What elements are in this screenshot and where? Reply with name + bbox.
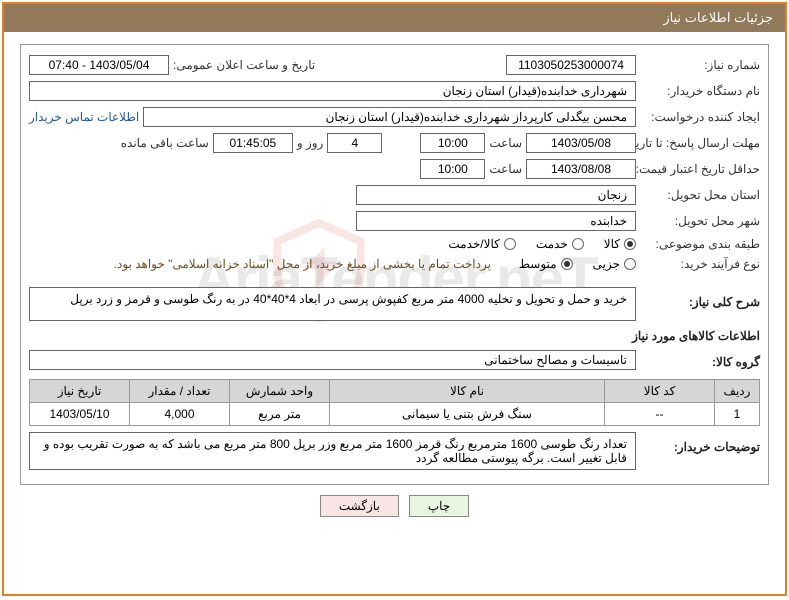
- page-title: جزئیات اطلاعات نیاز: [663, 10, 773, 25]
- deadline-time-field: 10:00: [420, 133, 485, 153]
- notes-field: تعداد رنگ طوسی 1600 مترمربع رنگ قرمز 160…: [29, 432, 636, 470]
- process-radio-group: جزیی متوسط: [519, 257, 636, 271]
- buyer-label: نام دستگاه خریدار:: [640, 84, 760, 98]
- radio-partial-label: جزیی: [593, 257, 620, 271]
- province-label: استان محل تحویل:: [640, 188, 760, 202]
- items-section-title: اطلاعات کالاهای مورد نیاز: [29, 329, 760, 343]
- desc-field: خرید و حمل و تحویل و تخلیه 4000 متر مربع…: [29, 287, 636, 321]
- cell-row: 1: [715, 403, 760, 426]
- col-date: تاریخ نیاز: [30, 380, 130, 403]
- radio-icon: [504, 238, 516, 250]
- buyer-field: شهرداری خدابنده(قیدار) استان زنجان: [29, 81, 636, 101]
- back-button[interactable]: بازگشت: [320, 495, 399, 517]
- cell-code: --: [605, 403, 715, 426]
- radio-goods[interactable]: کالا: [604, 237, 636, 251]
- col-code: کد کالا: [605, 380, 715, 403]
- radio-icon: [624, 258, 636, 270]
- desc-label: شرح کلی نیاز:: [640, 295, 760, 309]
- days-suffix: روز و: [297, 136, 324, 150]
- hours-suffix: ساعت باقی مانده: [121, 136, 209, 150]
- need-number-label: شماره نیاز:: [640, 58, 760, 72]
- category-radio-group: کالا خدمت کالا/خدمت: [448, 237, 636, 251]
- process-note: پرداخت تمام یا بخشی از مبلغ خرید، از محل…: [114, 257, 491, 271]
- radio-partial[interactable]: جزیی: [593, 257, 636, 271]
- creator-field: محسن بیگدلی کارپرداز شهرداری خدابنده(قید…: [143, 107, 636, 127]
- cell-name: سنگ فرش بتنی یا سیمانی: [330, 403, 605, 426]
- time-label-1: ساعت: [489, 136, 522, 150]
- days-remaining-field: 4: [327, 133, 382, 153]
- city-label: شهر محل تحویل:: [640, 214, 760, 228]
- radio-icon: [561, 258, 573, 270]
- print-button[interactable]: چاپ: [409, 495, 469, 517]
- radio-service[interactable]: خدمت: [536, 237, 584, 251]
- creator-label: ایجاد کننده درخواست:: [640, 110, 760, 124]
- deadline-label: مهلت ارسال پاسخ: تا تاریخ:: [640, 136, 760, 150]
- buyer-contact-link[interactable]: اطلاعات تماس خریدار: [29, 110, 139, 124]
- time-label-2: ساعت: [489, 162, 522, 176]
- items-table: ردیف کد کالا نام کالا واحد شمارش تعداد /…: [29, 379, 760, 426]
- category-label: طبقه بندی موضوعی:: [640, 237, 760, 251]
- validity-time-field: 10:00: [420, 159, 485, 179]
- cell-unit: متر مربع: [230, 403, 330, 426]
- announce-label: تاریخ و ساعت اعلان عمومی:: [173, 58, 315, 72]
- radio-icon: [624, 238, 636, 250]
- announce-field: 1403/05/04 - 07:40: [29, 55, 169, 75]
- radio-goods-label: کالا: [604, 237, 620, 251]
- cell-date: 1403/05/10: [30, 403, 130, 426]
- group-field: تاسیسات و مصالح ساختمانی: [29, 350, 636, 370]
- col-row: ردیف: [715, 380, 760, 403]
- radio-medium[interactable]: متوسط: [519, 257, 573, 271]
- province-field: زنجان: [356, 185, 636, 205]
- hours-remaining-field: 01:45:05: [213, 133, 293, 153]
- city-field: خدابنده: [356, 211, 636, 231]
- process-label: نوع فرآیند خرید:: [640, 257, 760, 271]
- group-label: گروه کالا:: [640, 355, 760, 369]
- cell-qty: 4,000: [130, 403, 230, 426]
- radio-icon: [572, 238, 584, 250]
- col-unit: واحد شمارش: [230, 380, 330, 403]
- table-row: 1 -- سنگ فرش بتنی یا سیمانی متر مربع 4,0…: [30, 403, 760, 426]
- details-panel: شماره نیاز: 1103050253000074 تاریخ و ساع…: [20, 44, 769, 485]
- radio-service-label: خدمت: [536, 237, 568, 251]
- radio-both[interactable]: کالا/خدمت: [448, 237, 515, 251]
- need-number-field: 1103050253000074: [506, 55, 636, 75]
- validity-date-field: 1403/08/08: [526, 159, 636, 179]
- deadline-date-field: 1403/05/08: [526, 133, 636, 153]
- action-buttons: چاپ بازگشت: [20, 495, 769, 517]
- radio-medium-label: متوسط: [519, 257, 557, 271]
- col-name: نام کالا: [330, 380, 605, 403]
- col-qty: تعداد / مقدار: [130, 380, 230, 403]
- radio-both-label: کالا/خدمت: [448, 237, 499, 251]
- page-header: جزئیات اطلاعات نیاز: [4, 4, 785, 32]
- table-header-row: ردیف کد کالا نام کالا واحد شمارش تعداد /…: [30, 380, 760, 403]
- notes-label: توضیحات خریدار:: [640, 440, 760, 454]
- validity-label: حداقل تاریخ اعتبار قیمت: تا تاریخ:: [640, 162, 760, 176]
